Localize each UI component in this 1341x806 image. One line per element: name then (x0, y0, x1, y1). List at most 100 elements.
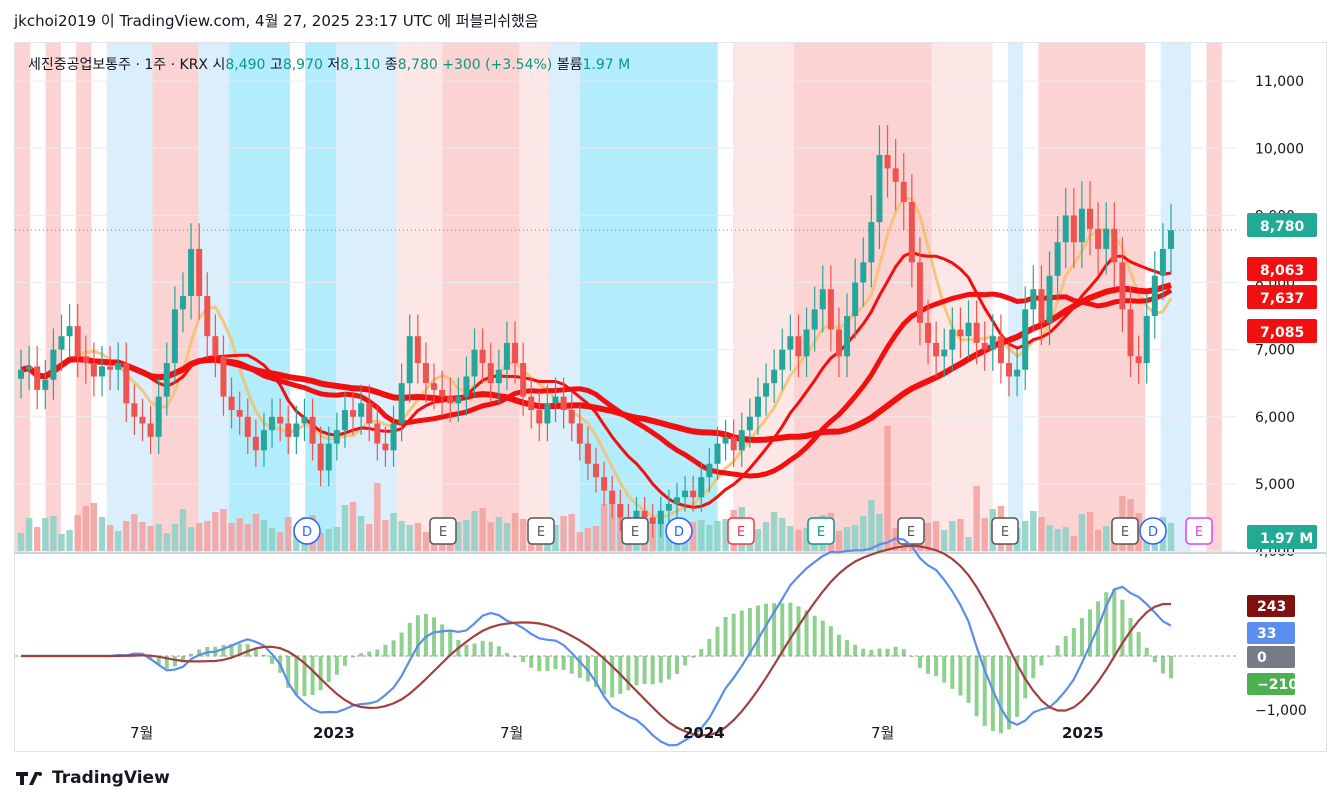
footer-brand[interactable]: TradingView (16, 768, 170, 788)
macd-hist-bar (812, 615, 817, 657)
regime-band (656, 43, 673, 553)
macd-hist-bar (294, 656, 299, 695)
price-chart[interactable]: DEEEDEEEEEDE4,0005,0006,0007,0008,0009,0… (15, 43, 1327, 752)
macd-hist-bar (197, 649, 202, 657)
macd-hist-bar (407, 622, 412, 657)
regime-band (1191, 43, 1208, 553)
macd-hist-bar (561, 656, 566, 670)
volume-bar (884, 426, 891, 551)
candle-body (892, 168, 899, 182)
chart-frame[interactable]: DEEEDEEEEEDE4,0005,0006,0007,0008,0009,0… (14, 42, 1327, 752)
volume-bar (957, 519, 964, 551)
macd-hist-bar (334, 656, 339, 675)
volume-bar (568, 514, 575, 551)
regime-band (931, 43, 948, 553)
regime-band (45, 43, 62, 553)
candle-body (1119, 262, 1126, 310)
volume-bar (552, 525, 559, 551)
macd-hist-bar (788, 602, 793, 657)
regime-band (320, 43, 337, 553)
regime-band (1099, 43, 1116, 553)
volume-bar (1062, 527, 1069, 551)
regime-band (1206, 43, 1223, 553)
regime-band (564, 43, 581, 553)
macd-line (21, 537, 1172, 747)
macd-hist-bar (845, 640, 850, 657)
volume-bar (131, 514, 138, 551)
time-axis-tick: 2024 (683, 724, 725, 742)
volume-bar (1086, 512, 1094, 551)
legend-open-label: 시 (212, 57, 226, 73)
candle-body (544, 403, 551, 424)
macd-hist-bar (521, 656, 526, 663)
legend-symbol[interactable]: 세진중공업보통주 · 1주 · KRX (28, 57, 209, 73)
earnings-marker-label: E (1121, 525, 1129, 540)
volume-bar (965, 537, 972, 551)
regime-band (1160, 43, 1177, 553)
candle-body (382, 443, 389, 451)
candle-body (66, 326, 73, 337)
volume-bar (576, 532, 584, 551)
macd-hist-bar (229, 643, 234, 657)
macd-hist-bar (1039, 656, 1044, 666)
volume-bar (114, 531, 122, 551)
volume-bar (390, 513, 397, 551)
regime-band (121, 43, 138, 553)
candle-body (236, 410, 243, 417)
macd-hist-bar (691, 656, 696, 658)
candle-body (1143, 316, 1150, 364)
volume-bar (1054, 529, 1061, 551)
macd-hist-bar (893, 646, 898, 657)
regime-band (534, 43, 551, 553)
volume-bar (50, 516, 57, 551)
candle-body (455, 396, 462, 404)
volume-bar (398, 521, 405, 551)
volume-bar (803, 528, 810, 551)
macd-hist-bar (1169, 656, 1173, 679)
candle-body (1054, 242, 1061, 276)
macd-hist-bar (302, 656, 307, 697)
macd-hist-bar (861, 648, 866, 657)
macd-hist-bar (1160, 656, 1165, 674)
regime-band (442, 43, 459, 553)
macd-hist-bar (1079, 618, 1084, 657)
volume-bar (779, 518, 786, 551)
volume-bar (1070, 536, 1078, 551)
macd-hist-bar (626, 656, 631, 691)
macd-hist-bar (1104, 592, 1109, 657)
volume-bar (1030, 511, 1037, 551)
candle-body (536, 410, 543, 424)
volume-bar (949, 521, 956, 551)
macd-hist-bar (1152, 656, 1157, 663)
macd-hist-bar (683, 656, 688, 666)
candle-body (512, 342, 519, 364)
regime-band (763, 43, 780, 553)
volume-bar (252, 514, 260, 551)
regime-band (228, 43, 245, 553)
candle-body (989, 336, 996, 350)
footer-brand-text: TradingView (52, 768, 170, 788)
candle-body (366, 403, 373, 424)
earnings-marker (1111, 517, 1139, 545)
candle-body (1070, 215, 1077, 243)
candle-body (746, 416, 753, 431)
earnings-marker-label: E (817, 525, 825, 540)
candle-body (285, 423, 292, 437)
regime-band (702, 43, 719, 553)
price-label-text: 7,637 (1260, 291, 1304, 307)
candle-body (609, 490, 616, 505)
volume-bar (795, 530, 802, 551)
volume-bar (357, 516, 365, 551)
candle-body (414, 336, 421, 364)
earnings-marker-label: E (1195, 525, 1203, 540)
macd-hist-bar (723, 617, 728, 657)
macd-hist-bar (666, 656, 671, 680)
macd-hist-bar (658, 656, 663, 683)
candle-body (1062, 215, 1069, 243)
macd-hist-bar (594, 656, 598, 688)
candle-body (204, 295, 211, 337)
candle-body (1111, 228, 1118, 263)
candle-body (698, 477, 705, 498)
price-label-box (1247, 257, 1317, 281)
regime-band (305, 43, 322, 553)
